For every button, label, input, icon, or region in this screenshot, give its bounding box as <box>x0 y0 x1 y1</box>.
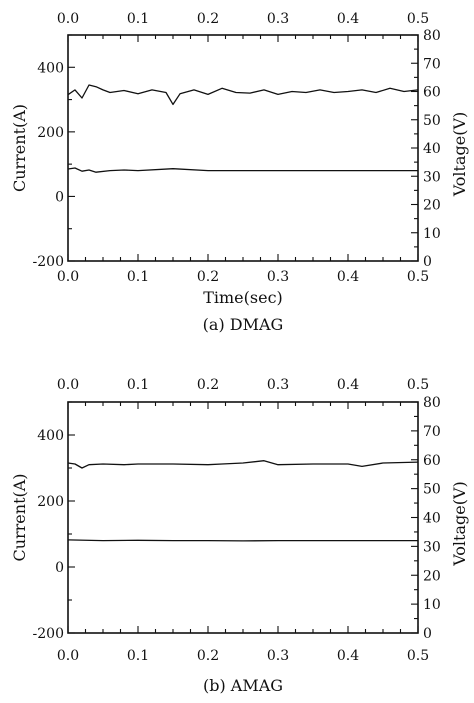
plot-frame <box>67 34 419 262</box>
x-tick-label-bottom: 0.2 <box>197 269 219 285</box>
y-right-tick-label: 20 <box>423 568 441 584</box>
panel-a: 0.00.00.10.10.20.20.30.30.40.40.50.54002… <box>10 11 469 334</box>
y-right-tick-label: 80 <box>423 28 441 44</box>
x-tick-label-bottom: 0.5 <box>407 648 429 664</box>
panel-b: 0.00.00.10.10.20.20.30.30.40.40.50.54002… <box>10 377 469 695</box>
x-tick-label-bottom: 0.0 <box>57 648 79 664</box>
y-left-tick-label: 400 <box>37 60 64 76</box>
x-tick-label-top: 0.1 <box>127 377 149 393</box>
y-right-tick-label: 80 <box>423 395 441 411</box>
x-tick-label-bottom: 0.3 <box>267 648 289 664</box>
y-right-tick-label: 70 <box>423 56 441 72</box>
series-0-line <box>67 84 419 106</box>
panel-caption: (b) AMAG <box>203 676 283 695</box>
x-tick-label-bottom: 0.0 <box>57 269 79 285</box>
y-right-tick-label: 20 <box>423 198 441 214</box>
y-left-tick-label: -200 <box>33 626 64 642</box>
y-right-tick-label: 0 <box>423 254 432 270</box>
y-right-tick-label: 10 <box>423 597 441 613</box>
y-left-tick-label: 200 <box>37 125 64 141</box>
y-right-tick-label: 40 <box>423 141 441 157</box>
y-right-tick-label: 30 <box>423 539 441 555</box>
series-0-line <box>67 460 419 469</box>
y-axis-left-label: Current(A) <box>10 104 29 192</box>
x-tick-label-top: 0.5 <box>407 11 429 27</box>
x-tick-label-bottom: 0.4 <box>337 269 359 285</box>
y-right-tick-label: 40 <box>423 511 441 527</box>
x-tick-label-top: 0.2 <box>197 377 219 393</box>
x-tick-label-bottom: 0.2 <box>197 648 219 664</box>
x-tick-label-top: 0.3 <box>267 377 289 393</box>
x-tick-label-bottom: 0.1 <box>127 269 149 285</box>
y-right-tick-label: 50 <box>423 113 441 129</box>
series-1-line <box>67 539 418 542</box>
series-1-line <box>67 167 418 173</box>
plot-frame <box>67 401 419 634</box>
y-right-tick-label: 50 <box>423 482 441 498</box>
y-left-tick-label: -200 <box>33 254 64 270</box>
y-axis-left-label: Current(A) <box>10 473 29 561</box>
y-right-tick-label: 60 <box>423 453 441 469</box>
panel-caption: (a) DMAG <box>203 315 284 334</box>
x-tick-label-top: 0.0 <box>57 377 79 393</box>
y-right-tick-label: 10 <box>423 226 441 242</box>
x-tick-label-top: 0.2 <box>197 11 219 27</box>
y-axis-right-label: Voltage(V) <box>450 481 469 567</box>
x-tick-label-bottom: 0.4 <box>337 648 359 664</box>
x-tick-label-top: 0.3 <box>267 11 289 27</box>
y-left-tick-label: 400 <box>37 428 64 444</box>
x-tick-label-top: 0.4 <box>337 377 359 393</box>
x-tick-label-top: 0.1 <box>127 11 149 27</box>
y-right-tick-label: 60 <box>423 85 441 101</box>
x-tick-label-top: 0.4 <box>337 11 359 27</box>
y-right-tick-label: 0 <box>423 626 432 642</box>
y-right-tick-label: 30 <box>423 169 441 185</box>
x-axis-label: Time(sec) <box>203 288 283 307</box>
y-left-tick-label: 0 <box>55 189 64 205</box>
y-right-tick-label: 70 <box>423 424 441 440</box>
x-tick-label-bottom: 0.3 <box>267 269 289 285</box>
y-left-tick-label: 0 <box>55 560 64 576</box>
x-tick-label-bottom: 0.1 <box>127 648 149 664</box>
x-tick-label-top: 0.0 <box>57 11 79 27</box>
y-left-tick-label: 200 <box>37 494 64 510</box>
x-tick-label-bottom: 0.5 <box>407 269 429 285</box>
y-axis-right-label: Voltage(V) <box>450 112 469 198</box>
x-tick-label-top: 0.5 <box>407 377 429 393</box>
